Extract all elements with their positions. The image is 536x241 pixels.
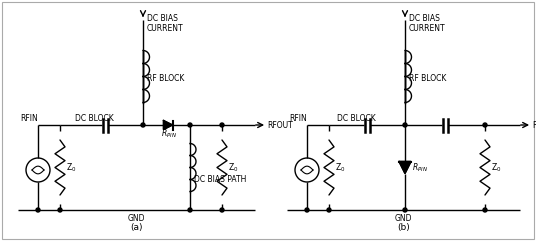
Text: GND: GND: [128, 214, 145, 223]
Text: (b): (b): [397, 223, 410, 232]
Text: DC BIAS
CURRENT: DC BIAS CURRENT: [147, 14, 184, 33]
Text: DC BLOCK: DC BLOCK: [75, 114, 114, 123]
Circle shape: [141, 123, 145, 127]
Circle shape: [483, 208, 487, 212]
Text: RFIN: RFIN: [20, 114, 38, 123]
Text: RF BLOCK: RF BLOCK: [147, 74, 184, 83]
Text: DC BIAS PATH: DC BIAS PATH: [194, 175, 247, 184]
Text: $R_{PIN}$: $R_{PIN}$: [161, 127, 177, 140]
Text: Z$_0$: Z$_0$: [66, 161, 77, 174]
Text: DC BIAS
CURRENT: DC BIAS CURRENT: [409, 14, 445, 33]
Text: Z$_0$: Z$_0$: [335, 161, 345, 174]
Circle shape: [220, 208, 224, 212]
Circle shape: [220, 123, 224, 127]
Text: Z$_0$: Z$_0$: [228, 161, 239, 174]
Text: RFOUT: RFOUT: [267, 120, 293, 129]
Circle shape: [483, 123, 487, 127]
Circle shape: [36, 208, 40, 212]
Text: $R_{PIN}$: $R_{PIN}$: [412, 161, 428, 174]
Circle shape: [403, 208, 407, 212]
Text: GND: GND: [394, 214, 412, 223]
Circle shape: [305, 208, 309, 212]
Polygon shape: [399, 161, 411, 174]
FancyBboxPatch shape: [2, 2, 534, 239]
Text: (a): (a): [130, 223, 143, 232]
Text: RFIN: RFIN: [289, 114, 307, 123]
Circle shape: [188, 123, 192, 127]
Circle shape: [327, 208, 331, 212]
Text: RFOUT: RFOUT: [532, 120, 536, 129]
Circle shape: [188, 208, 192, 212]
Text: RF BLOCK: RF BLOCK: [409, 74, 446, 83]
Circle shape: [58, 208, 62, 212]
Text: Z$_0$: Z$_0$: [491, 161, 502, 174]
Polygon shape: [163, 120, 173, 129]
Text: DC BLOCK: DC BLOCK: [337, 114, 376, 123]
Circle shape: [403, 123, 407, 127]
